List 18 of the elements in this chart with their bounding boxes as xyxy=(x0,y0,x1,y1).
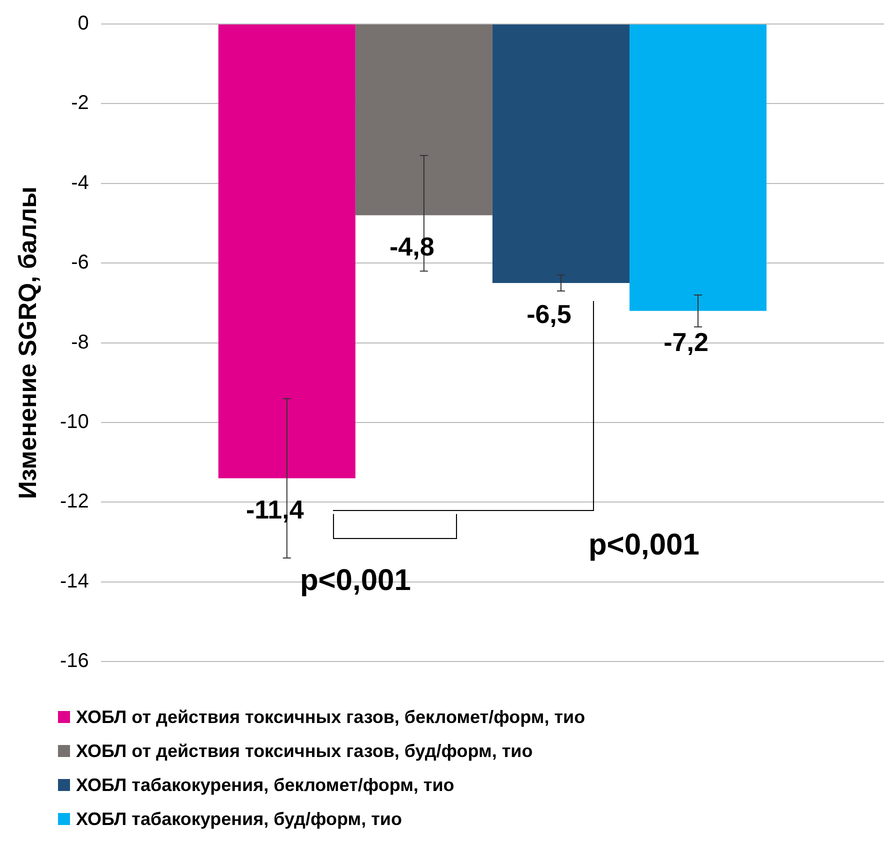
y-tick-label: -12 xyxy=(60,490,89,513)
y-tick-label: -4 xyxy=(71,172,89,194)
y-tick-label: -8 xyxy=(71,331,89,354)
legend-label: ХОБЛ табакокурения, бекломет/форм, тио xyxy=(76,774,454,796)
y-tick-label: -2 xyxy=(71,92,89,114)
annotation: p<0,001 xyxy=(300,564,411,598)
y-axis-title: Изменение SGRQ, баллы xyxy=(14,186,42,500)
y-tick-label: -16 xyxy=(60,650,89,672)
y-tick-label: -10 xyxy=(60,411,89,434)
legend-label: ХОБЛ табакокурения, буд/форм, тио xyxy=(76,808,402,830)
annotation: p<0,001 xyxy=(588,528,700,562)
legend-label: ХОБЛ от действия токсичных газов, буд/форм, тио xyxy=(76,740,533,762)
data-label: -7,2 xyxy=(664,327,708,358)
data-label: -6,5 xyxy=(526,299,572,330)
y-tick-label: -6 xyxy=(71,252,89,274)
legend-label: ХОБЛ от действия токсичных газов, бекломет/форм, тио xyxy=(76,706,586,728)
y-tick-label: -14 xyxy=(60,570,89,592)
y-tick-label: 0 xyxy=(78,12,89,35)
